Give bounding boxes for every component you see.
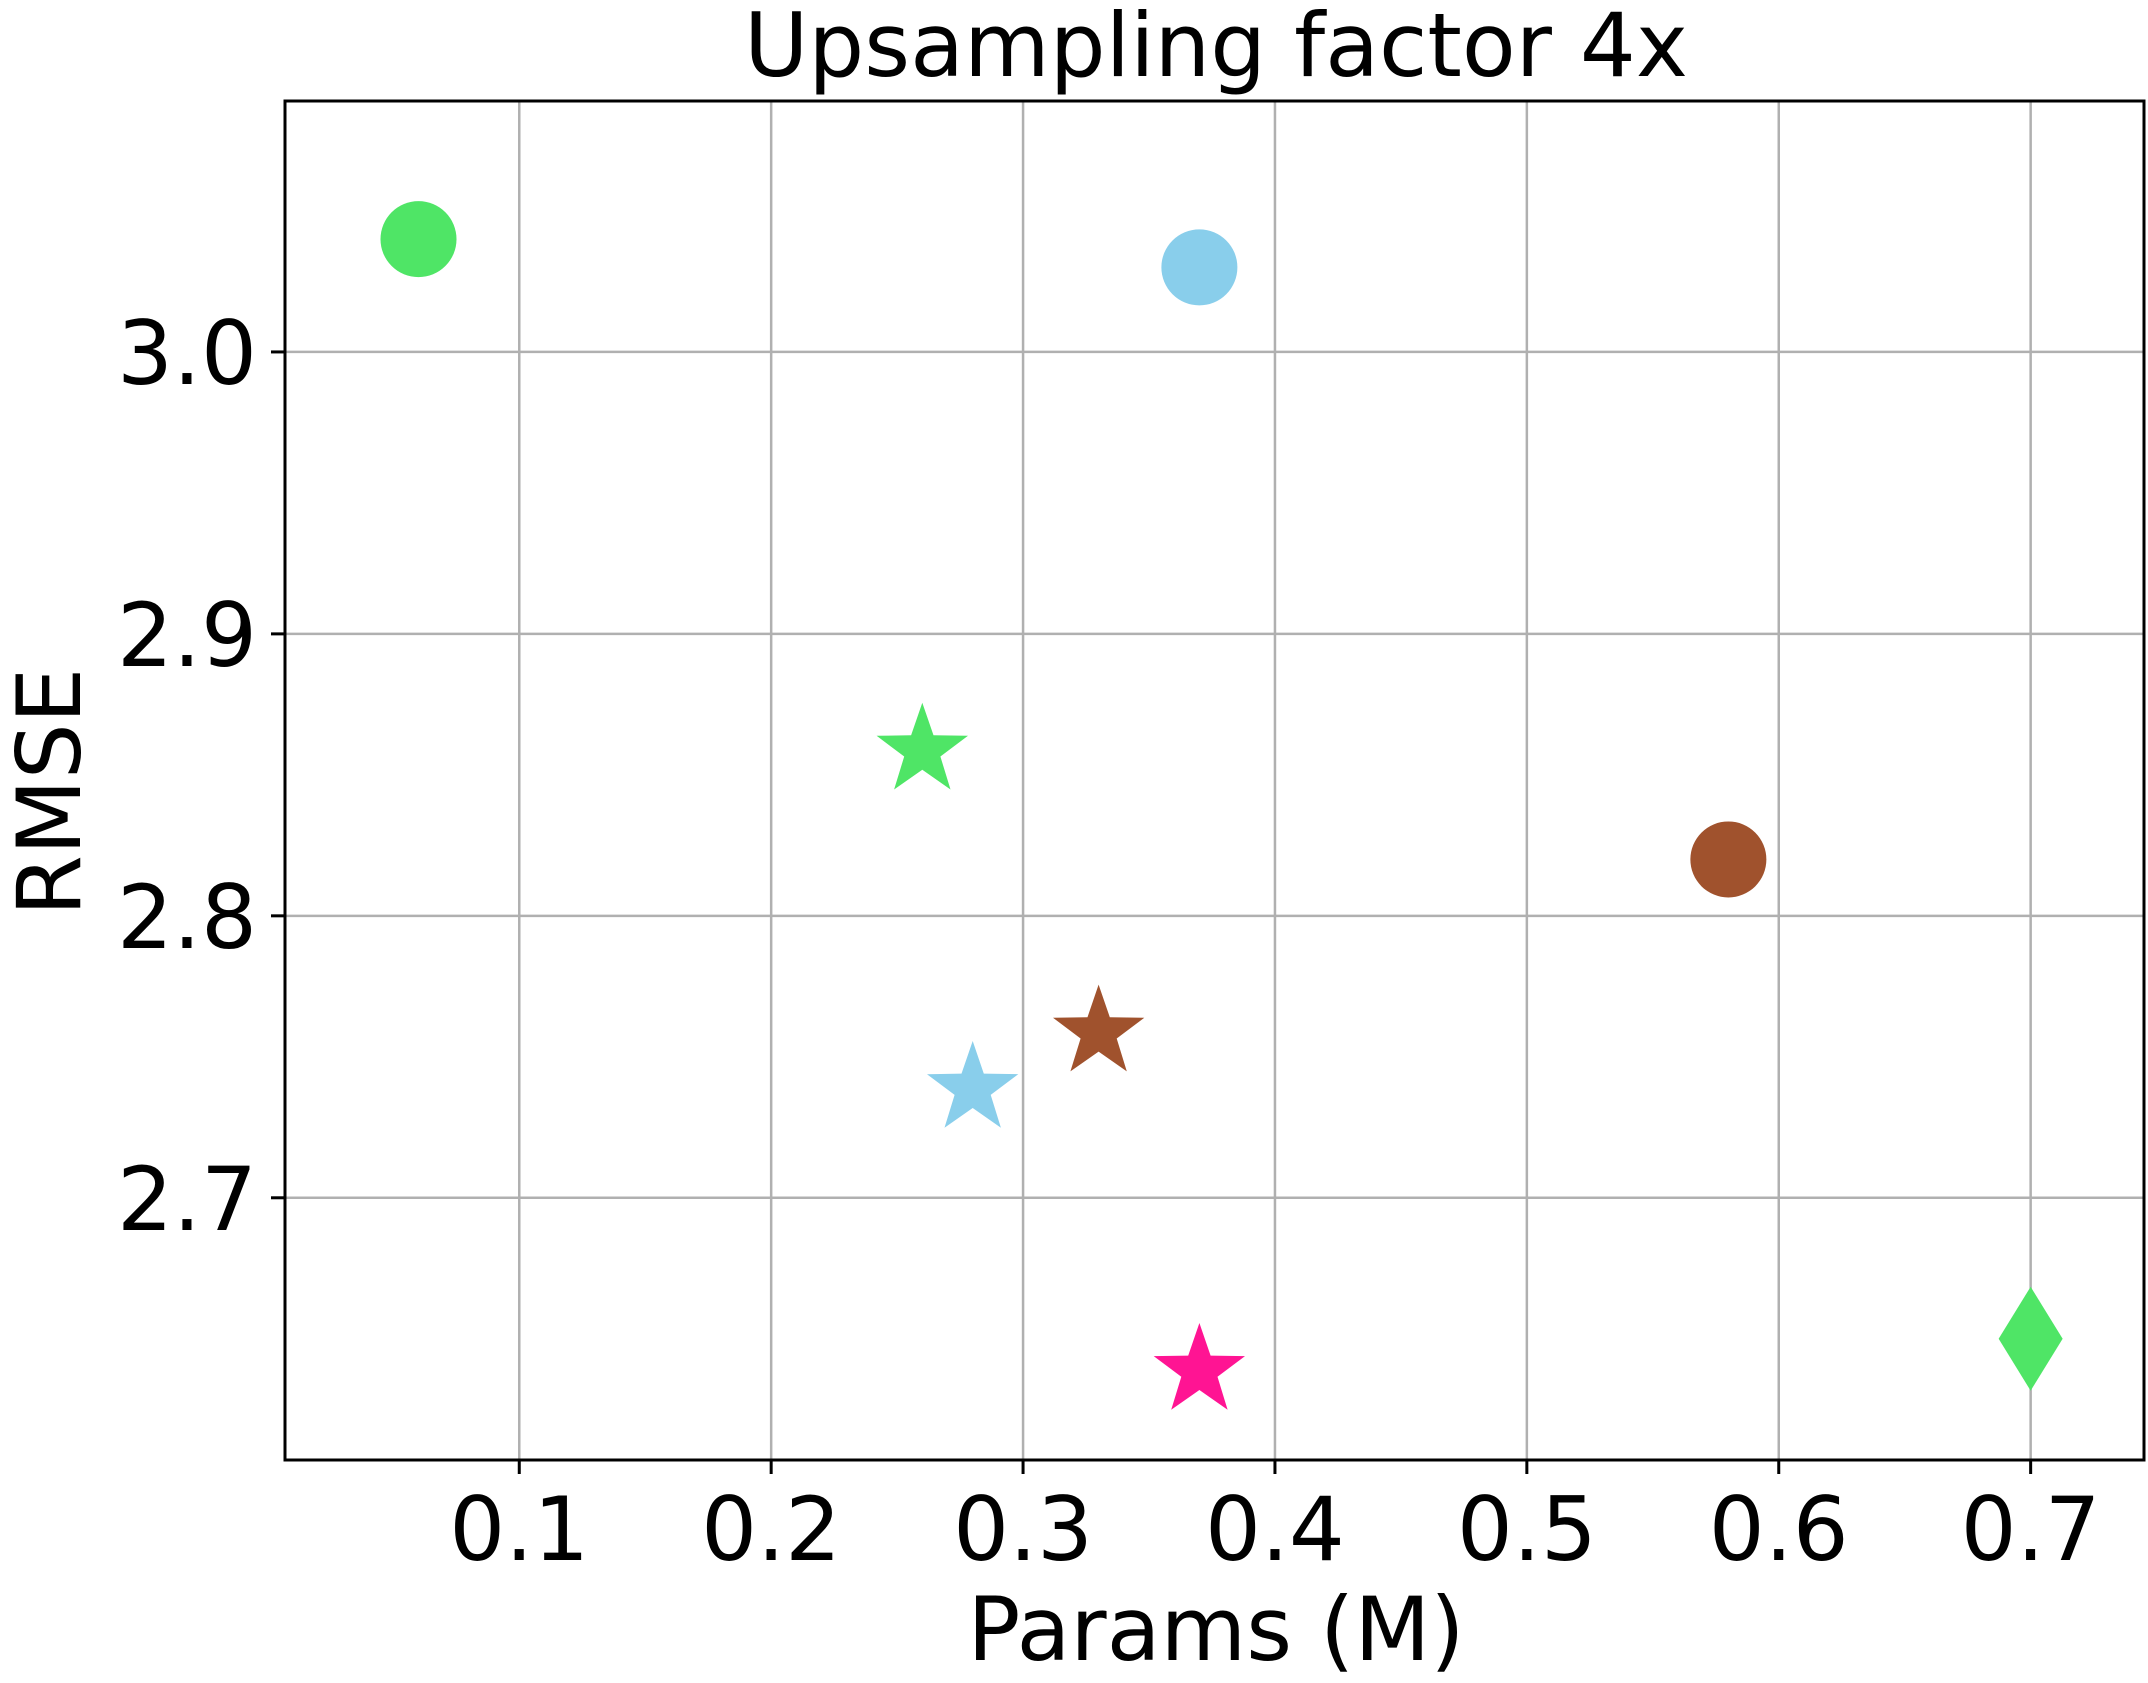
- y-tick-label: 2.8: [117, 866, 257, 969]
- x-tick-label: 0.1: [449, 1478, 589, 1581]
- x-axis-label: Params (M): [967, 1578, 1464, 1681]
- y-tick-label: 2.7: [117, 1148, 257, 1251]
- y-axis-label: RMSE: [0, 668, 101, 917]
- axis-ticks: 0.1 0.2 0.3 0.4 0.5 0.6 0.7 2.7 2.8 2.9 3.0: [117, 302, 2101, 1581]
- grid-lines: [285, 101, 2144, 1460]
- diamond-marker: [1998, 1286, 2063, 1391]
- star-marker: [1153, 1323, 1245, 1410]
- x-tick-label: 0.5: [1457, 1478, 1597, 1581]
- circle-marker: [380, 201, 457, 278]
- circle-marker: [1161, 229, 1238, 306]
- x-tick-label: 0.6: [1709, 1478, 1849, 1581]
- x-tick-label: 0.3: [953, 1478, 1093, 1581]
- plot-frame: [283, 99, 2146, 1462]
- star-marker: [927, 1041, 1019, 1128]
- star-marker: [876, 702, 968, 790]
- circle-marker: [1690, 821, 1767, 898]
- x-tick-label: 0.7: [1961, 1478, 2101, 1581]
- data-points: [380, 201, 2063, 1410]
- y-tick-label: 2.9: [117, 584, 257, 687]
- chart-title: Upsampling factor 4x: [744, 0, 1688, 97]
- y-tick-label: 3.0: [117, 302, 257, 405]
- x-tick-label: 0.2: [701, 1478, 841, 1581]
- x-tick-label: 0.4: [1205, 1478, 1345, 1581]
- star-marker: [1053, 984, 1145, 1072]
